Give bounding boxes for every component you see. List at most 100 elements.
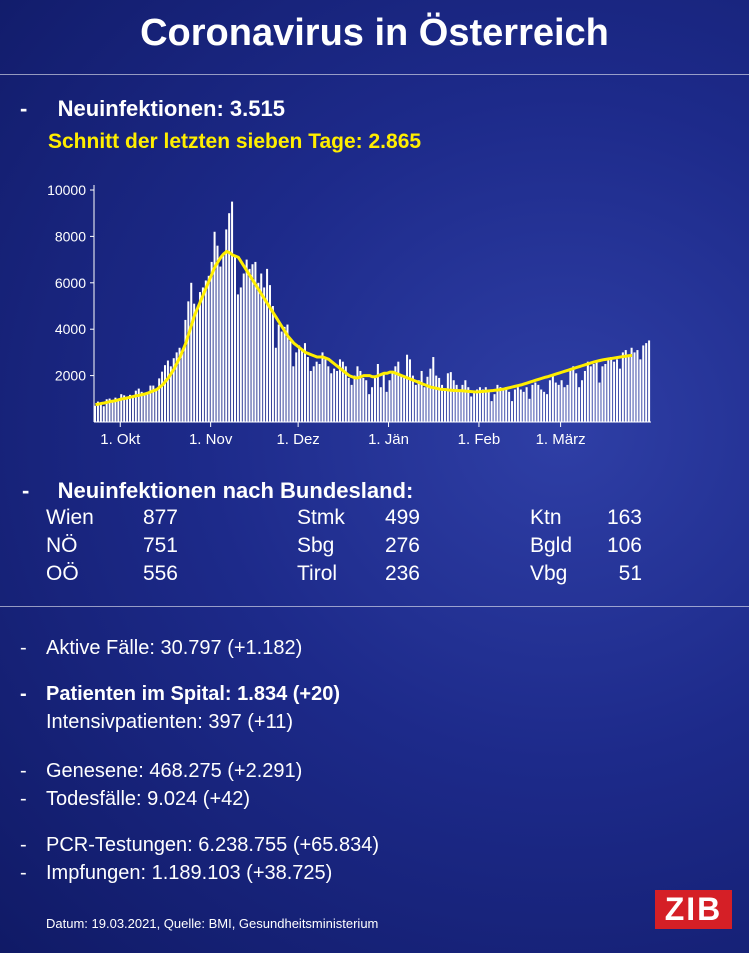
daily-case-bar	[633, 352, 636, 422]
daily-case-bar	[470, 396, 473, 422]
daily-case-bar	[496, 384, 499, 422]
daily-case-bar	[248, 268, 251, 422]
bundesland-title: - Neuinfektionen nach Bundesland:	[22, 478, 413, 504]
daily-case-bar	[295, 352, 298, 422]
daily-case-bar	[239, 287, 242, 422]
region-value: 556	[142, 562, 178, 585]
daily-case-bar	[508, 391, 511, 422]
daily-case-bar	[583, 370, 586, 422]
daily-case-bar	[490, 401, 493, 422]
daily-case-bar	[155, 389, 158, 422]
daily-case-bar	[458, 391, 461, 422]
daily-case-bar	[315, 361, 318, 422]
deaths: - Todesfälle: 9.024 (+42)	[20, 788, 250, 811]
daily-case-bar	[365, 380, 368, 422]
daily-case-bar	[394, 366, 397, 422]
daily-case-bar	[131, 396, 134, 422]
region-value: 106	[606, 534, 642, 557]
daily-case-bar	[426, 376, 429, 422]
daily-case-bar	[449, 372, 452, 422]
pcr-tests: - PCR-Testungen: 6.238.755 (+65.834)	[20, 834, 379, 857]
daily-case-bar	[303, 343, 306, 422]
daily-case-bar	[126, 396, 129, 422]
region-value: 51	[618, 562, 642, 585]
icu-patients-text: Intensivpatienten: 397 (+11)	[46, 711, 294, 733]
daily-case-bar	[548, 380, 551, 422]
region-value: 499	[384, 506, 420, 529]
daily-case-bar	[476, 389, 479, 422]
daily-case-bar	[260, 273, 263, 422]
daily-case-bar	[368, 394, 371, 422]
region-name: Bgld	[530, 534, 573, 557]
daily-case-bar	[225, 229, 228, 422]
daily-case-bar	[621, 352, 624, 422]
daily-case-bar	[371, 387, 374, 422]
bullet-dash: -	[20, 788, 27, 810]
y-axis: 10000 8000 6000 4000 2000	[47, 182, 94, 384]
daily-case-bar	[627, 354, 630, 422]
daily-case-bar	[586, 361, 589, 422]
daily-case-bar	[344, 366, 347, 422]
daily-case-bar	[499, 387, 502, 422]
daily-case-bar	[193, 303, 196, 422]
daily-case-bar	[403, 377, 406, 422]
daily-case-bar	[592, 364, 595, 422]
daily-case-bar	[543, 391, 546, 422]
daily-case-bar	[382, 373, 385, 422]
region-name: Sbg	[297, 534, 335, 557]
daily-case-bar	[435, 375, 438, 422]
page-title: Coronavirus in Österreich	[140, 12, 609, 54]
daily-case-bar	[201, 287, 204, 422]
daily-case-bar	[309, 370, 312, 422]
daily-case-bar	[161, 371, 164, 422]
bullet-dash: -	[20, 760, 27, 782]
daily-case-bar	[242, 273, 245, 422]
daily-case-bar	[636, 350, 639, 422]
daily-case-bar	[563, 387, 566, 422]
daily-case-bar	[595, 361, 598, 422]
y-tick-label: 4000	[55, 321, 86, 337]
daily-case-bar	[163, 365, 167, 422]
daily-case-bar	[376, 364, 379, 422]
daily-case-bar	[569, 368, 572, 422]
region-value: 236	[384, 562, 420, 585]
y-tick-label: 2000	[55, 368, 86, 384]
daily-case-bar	[96, 401, 99, 422]
daily-case-bar	[513, 389, 516, 422]
daily-case-bar	[438, 377, 441, 422]
daily-case-bar	[356, 366, 359, 422]
daily-case-bar	[94, 405, 97, 422]
daily-case-bar	[257, 282, 260, 422]
new-infections-text: Neuinfektionen: 3.515	[57, 96, 285, 121]
daily-case-bar	[327, 366, 330, 422]
daily-case-bar	[216, 245, 219, 422]
hospital-patients: - Patienten im Spital: 1.834 (+20)	[20, 683, 340, 706]
daily-case-bar	[578, 387, 581, 422]
region-value: 877	[142, 506, 178, 529]
daily-case-bar	[379, 387, 382, 422]
region-value: 163	[606, 506, 642, 529]
region-value: 751	[142, 534, 178, 557]
daily-case-bar	[152, 385, 155, 422]
daily-case-bar	[581, 380, 584, 422]
seven-day-average-line	[95, 249, 633, 407]
daily-case-bar	[551, 375, 554, 422]
daily-case-bar	[560, 380, 563, 422]
daily-case-bar	[461, 384, 464, 422]
daily-case-bar	[341, 361, 344, 422]
daily-case-bar	[134, 390, 137, 422]
daily-case-bar	[630, 347, 633, 422]
daily-case-bar	[137, 388, 140, 422]
daily-case-bar	[268, 285, 271, 422]
daily-case-bar	[443, 389, 446, 422]
recovered: - Genesene: 468.275 (+2.291)	[20, 760, 302, 783]
vaccinations-text: Impfungen: 1.189.103 (+38.725)	[46, 862, 333, 884]
bullet-dash: -	[20, 637, 27, 659]
daily-case-bar	[266, 268, 269, 422]
daily-case-bar	[117, 400, 120, 422]
x-tick-label: 1. Feb	[458, 431, 501, 448]
active-cases: - Aktive Fälle: 30.797 (+1.182)	[20, 637, 302, 660]
daily-case-bar	[516, 387, 519, 422]
daily-case-bar	[572, 366, 575, 422]
daily-case-bar	[522, 391, 525, 422]
